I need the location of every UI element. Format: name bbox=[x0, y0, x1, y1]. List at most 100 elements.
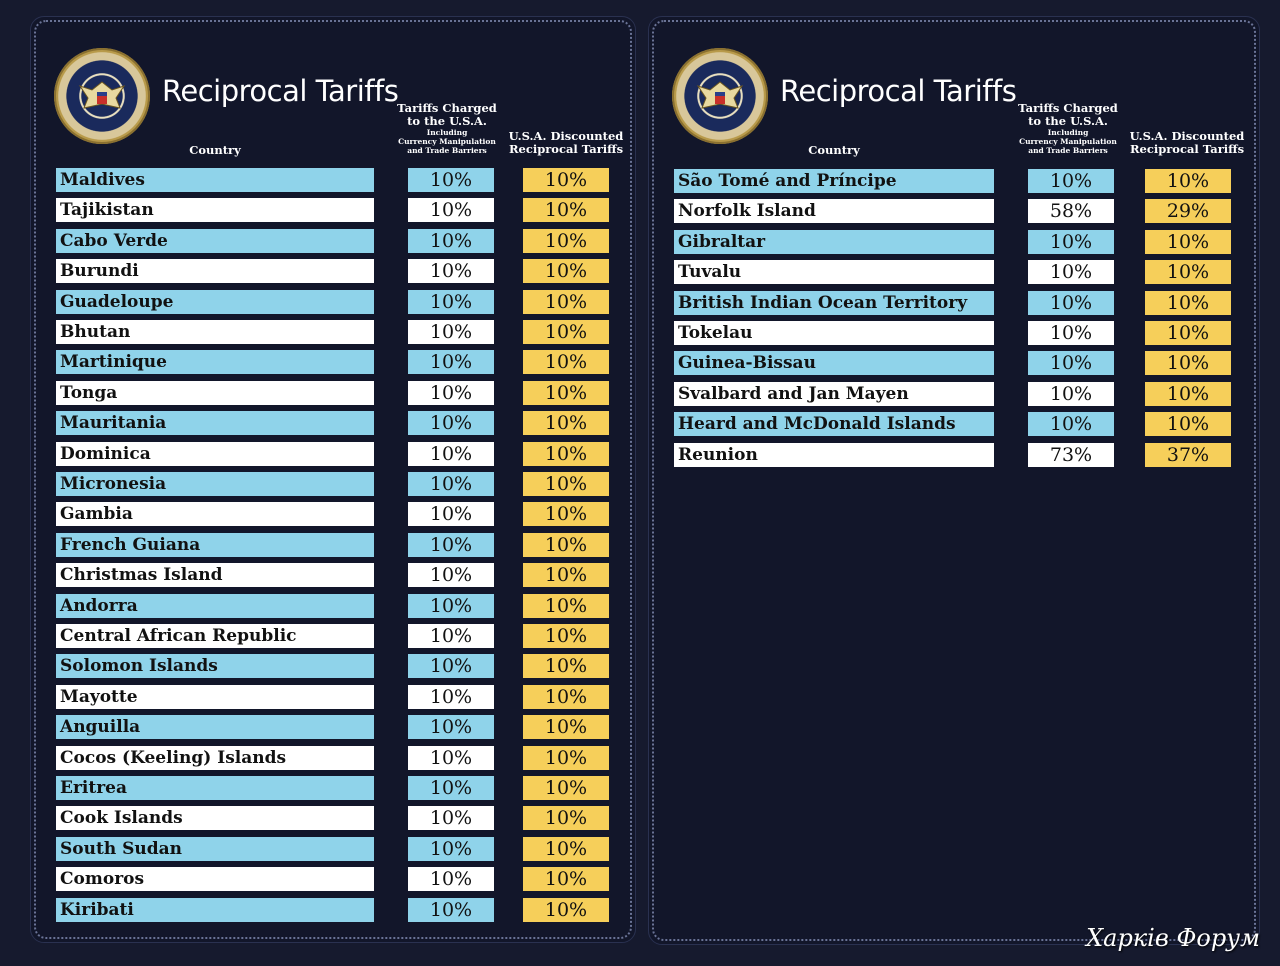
charged-tariff-value: 10% bbox=[408, 168, 494, 192]
country-name: South Sudan bbox=[56, 836, 374, 861]
right-tariff-panel: Reciprocal Tariffs Country Tariffs Charg… bbox=[648, 16, 1260, 945]
charged-tariff-value: 10% bbox=[408, 289, 494, 314]
discounted-tariff-value: 10% bbox=[523, 654, 609, 679]
table-row: Reunion 73% 37% bbox=[648, 442, 1260, 467]
table-row: Mauritania 10% 10% bbox=[30, 411, 636, 436]
discounted-tariff-value: 10% bbox=[523, 806, 609, 831]
table-row: Cook Islands 10% 10% bbox=[30, 806, 636, 831]
table-row: Tonga 10% 10% bbox=[30, 380, 636, 405]
charged-tariff-value: 10% bbox=[1028, 229, 1114, 254]
charged-tariff-value: 10% bbox=[408, 563, 494, 588]
table-row: Tokelau 10% 10% bbox=[648, 321, 1260, 345]
watermark: Харків Форум bbox=[1086, 924, 1260, 952]
table-row: Tajikistan 10% 10% bbox=[30, 198, 636, 223]
country-name: Cook Islands bbox=[56, 806, 374, 831]
discounted-tariff-value: 10% bbox=[523, 532, 609, 557]
charged-tariff-value: 10% bbox=[408, 897, 494, 922]
table-row: Dominica 10% 10% bbox=[30, 441, 636, 466]
table-row: Micronesia 10% 10% bbox=[30, 472, 636, 496]
page-title: Reciprocal Tariffs bbox=[162, 74, 399, 108]
country-name: Reunion bbox=[674, 442, 994, 467]
country-name: Guinea-Bissau bbox=[674, 351, 994, 376]
discounted-tariff-value: 10% bbox=[1145, 321, 1231, 345]
country-name: Burundi bbox=[56, 259, 374, 284]
table-row: Christmas Island 10% 10% bbox=[30, 563, 636, 588]
table-row: British Indian Ocean Territory 10% 10% bbox=[648, 290, 1260, 315]
table-row: Tuvalu 10% 10% bbox=[648, 260, 1260, 285]
discounted-tariff-value: 10% bbox=[523, 897, 609, 922]
table-row: French Guiana 10% 10% bbox=[30, 532, 636, 557]
discounted-tariff-value: 10% bbox=[1145, 381, 1231, 406]
charged-tariff-value: 10% bbox=[1028, 260, 1114, 285]
country-name: Tuvalu bbox=[674, 260, 994, 285]
table-row: Andorra 10% 10% bbox=[30, 593, 636, 618]
country-name: Martinique bbox=[56, 350, 374, 375]
presidential-seal-icon bbox=[672, 48, 768, 144]
country-name: French Guiana bbox=[56, 532, 374, 557]
charged-column-header: Tariffs Charged to the U.S.A. Including … bbox=[397, 101, 497, 156]
discounted-tariff-value: 10% bbox=[1145, 169, 1231, 193]
charged-tariff-value: 73% bbox=[1028, 442, 1114, 467]
country-name: Bhutan bbox=[56, 320, 374, 344]
country-name: Eritrea bbox=[56, 776, 374, 800]
discounted-tariff-value: 10% bbox=[523, 836, 609, 861]
discounted-tariff-value: 29% bbox=[1145, 199, 1231, 224]
charged-tariff-value: 10% bbox=[408, 441, 494, 466]
discounted-tariff-value: 10% bbox=[523, 593, 609, 618]
discounted-tariff-value: 10% bbox=[523, 259, 609, 284]
discounted-tariff-value: 10% bbox=[1145, 290, 1231, 315]
country-name: British Indian Ocean Territory bbox=[674, 290, 994, 315]
country-name: Guadeloupe bbox=[56, 289, 374, 314]
country-column-header: Country bbox=[189, 143, 241, 157]
charged-tariff-value: 10% bbox=[408, 532, 494, 557]
discounted-tariff-value: 10% bbox=[523, 745, 609, 770]
charged-tariff-value: 10% bbox=[408, 593, 494, 618]
table-row: Solomon Islands 10% 10% bbox=[30, 654, 636, 679]
discounted-tariff-value: 10% bbox=[523, 472, 609, 496]
charged-tariff-value: 10% bbox=[408, 320, 494, 344]
charged-tariff-value: 10% bbox=[408, 198, 494, 223]
charged-tariff-value: 10% bbox=[1028, 169, 1114, 193]
table-row: Maldives 10% 10% bbox=[30, 168, 636, 192]
charged-tariff-value: 10% bbox=[1028, 381, 1114, 406]
discounted-tariff-value: 10% bbox=[523, 350, 609, 375]
discounted-tariff-value: 10% bbox=[523, 502, 609, 527]
discounted-tariff-value: 10% bbox=[523, 715, 609, 740]
country-name: Comoros bbox=[56, 867, 374, 892]
eagle-emblem-icon bbox=[78, 81, 126, 109]
country-name: Tajikistan bbox=[56, 198, 374, 223]
charged-tariff-value: 10% bbox=[408, 411, 494, 436]
table-row: Cocos (Keeling) Islands 10% 10% bbox=[30, 745, 636, 770]
charged-tariff-value: 10% bbox=[408, 624, 494, 648]
discounted-tariff-value: 10% bbox=[523, 624, 609, 648]
country-name: Anguilla bbox=[56, 715, 374, 740]
table-row: Svalbard and Jan Mayen 10% 10% bbox=[648, 381, 1260, 406]
table-row: São Tomé and Príncipe 10% 10% bbox=[648, 169, 1260, 193]
discounted-tariff-value: 10% bbox=[1145, 229, 1231, 254]
table-row: Kiribati 10% 10% bbox=[30, 897, 636, 922]
table-row: Norfolk Island 58% 29% bbox=[648, 199, 1260, 224]
discounted-tariff-value: 10% bbox=[1145, 412, 1231, 437]
table-row: Heard and McDonald Islands 10% 10% bbox=[648, 412, 1260, 437]
country-name: Tokelau bbox=[674, 321, 994, 345]
charged-tariff-value: 10% bbox=[408, 228, 494, 253]
discounted-column-header: U.S.A. Discounted Reciprocal Tariffs bbox=[508, 129, 624, 157]
discounted-tariff-value: 10% bbox=[523, 380, 609, 405]
country-name: Dominica bbox=[56, 441, 374, 466]
table-row: Mayotte 10% 10% bbox=[30, 684, 636, 709]
charged-tariff-value: 10% bbox=[408, 350, 494, 375]
discounted-tariff-value: 10% bbox=[523, 228, 609, 253]
table-row: Cabo Verde 10% 10% bbox=[30, 228, 636, 253]
country-name: Svalbard and Jan Mayen bbox=[674, 381, 994, 406]
table-row: Gibraltar 10% 10% bbox=[648, 229, 1260, 254]
charged-tariff-value: 10% bbox=[1028, 290, 1114, 315]
discounted-tariff-value: 10% bbox=[523, 867, 609, 892]
country-name: Kiribati bbox=[56, 897, 374, 922]
page-title: Reciprocal Tariffs bbox=[780, 74, 1017, 108]
discounted-tariff-value: 10% bbox=[523, 684, 609, 709]
discounted-tariff-value: 10% bbox=[523, 198, 609, 223]
discounted-column-header: U.S.A. Discounted Reciprocal Tariffs bbox=[1129, 129, 1245, 157]
charged-tariff-value: 10% bbox=[408, 502, 494, 527]
table-row: Burundi 10% 10% bbox=[30, 259, 636, 284]
table-row: Comoros 10% 10% bbox=[30, 867, 636, 892]
